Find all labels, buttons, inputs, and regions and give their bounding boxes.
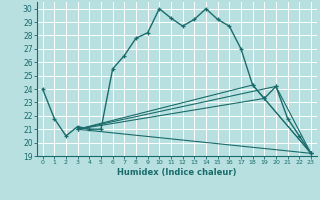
X-axis label: Humidex (Indice chaleur): Humidex (Indice chaleur)	[117, 168, 236, 177]
